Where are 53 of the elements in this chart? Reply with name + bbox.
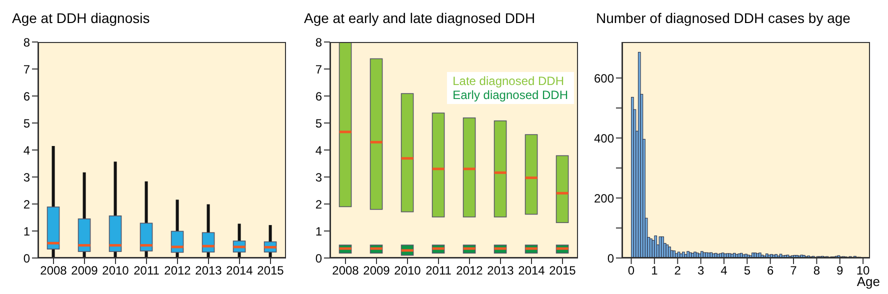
y-tick-label: 8 (23, 35, 30, 50)
y-tick-label: 3 (315, 170, 322, 184)
y-tick-label: 0 (23, 251, 30, 266)
text: Late diagnosed DDH (452, 74, 566, 88)
y-tick-label: 4 (315, 143, 322, 158)
x-tick-label: 2014 (518, 264, 546, 278)
chart-title: Age at DDH diagnosis (11, 9, 151, 28)
y-tick-label: 6 (23, 89, 30, 104)
x-tick-label: 2013 (195, 264, 222, 278)
x-tick-label: 2012 (456, 264, 484, 278)
x-tick-label: 2008 (40, 264, 68, 278)
x-tick-label: 2015 (257, 264, 284, 278)
y-tick-label: 7 (315, 62, 322, 76)
y-tick-label: 2 (23, 197, 30, 212)
x-tick-label: 2010 (102, 264, 130, 278)
y-tick-label: 1 (315, 224, 322, 238)
chart-title: Age at early and late diagnosed DDH (303, 9, 536, 28)
x-tick-label: 0 (628, 264, 635, 278)
y-tick-label: 5 (23, 116, 30, 130)
x-tick-label: 2013 (487, 264, 514, 278)
y-tick-label: 3 (23, 170, 30, 184)
x-tick-label: 2009 (71, 264, 98, 278)
x-tick-label: 3 (697, 264, 704, 278)
x-tick-label: 2011 (134, 264, 160, 278)
x-tick-label: 2012 (164, 264, 192, 278)
x-tick-label: 2014 (226, 264, 254, 278)
x-tick-label: 8 (813, 264, 820, 278)
y-tick-label: 400 (594, 131, 614, 146)
x-tick-label: 2015 (549, 264, 576, 278)
y-tick-label: 8 (315, 35, 322, 50)
y-tick-label: 7 (23, 62, 30, 76)
x-tick-label: 7 (790, 264, 798, 278)
y-tick-label: 200 (594, 191, 614, 206)
x-tick-label: 9 (836, 264, 844, 278)
x-tick-label: 2011 (426, 264, 452, 278)
y-tick-label: 5 (315, 116, 322, 130)
chart-title: Number of diagnosed DDH cases by age (595, 9, 852, 28)
x-tick-label: 2010 (394, 264, 422, 278)
text: Early diagnosed DDH (452, 88, 568, 102)
x-tick-label: 2008 (332, 264, 360, 278)
x-tick-label: 6 (766, 264, 774, 278)
x-tick-label: 1 (651, 264, 658, 278)
y-tick-label: 1 (23, 224, 30, 238)
y-tick-label: 0 (607, 251, 614, 266)
x-tick-label: 2 (674, 264, 682, 278)
x-tick-label: 5 (744, 264, 751, 278)
y-tick-label: 600 (594, 71, 614, 86)
y-tick-label: 2 (315, 197, 322, 212)
x-tick-label: 2009 (363, 264, 390, 278)
y-tick-label: 0 (315, 251, 322, 266)
y-tick-label: 6 (315, 89, 322, 104)
x-tick-label: 4 (720, 264, 728, 278)
y-tick-label: 4 (23, 143, 30, 158)
